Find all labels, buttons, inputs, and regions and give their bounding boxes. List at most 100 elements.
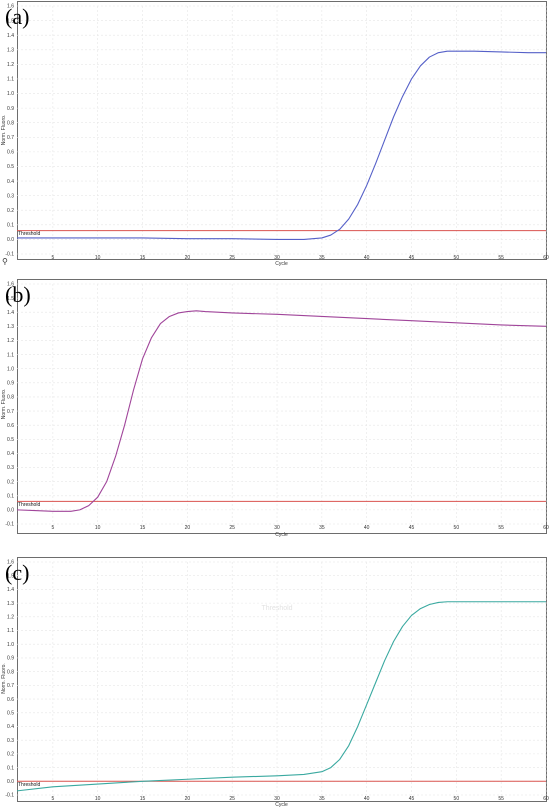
chart-panel-c: -0.1 0.0 0.1 0.2 0.3 0.4 0.5 0.6 0.7 0.8 0.9 1.0 1.1… <box>0 556 550 812</box>
y-tick-label: 0.5 <box>7 710 14 716</box>
y-tick-label: 0.3 <box>7 193 14 199</box>
series-line <box>16 601 546 792</box>
x-tick-label: 40 <box>364 255 370 261</box>
y-tick-label: 1.0 <box>7 91 14 97</box>
chart-svg: -0.1 0.0 0.1 0.2 0.3 0.4 0.5 0.6 0.7 0.8 0.9 1.0 1.1… <box>1 560 549 808</box>
y-tick-label: 1.4 <box>7 310 14 316</box>
y-tick-label: 0.9 <box>7 106 14 112</box>
y-tick-label: 1.0 <box>7 366 14 372</box>
y-tick-label: 0.2 <box>7 208 14 214</box>
y-tick-label: 1.0 <box>7 642 14 648</box>
chart-svg: -0.1 0.0 0.1 0.2 0.3 0.4 0.5 0.6 0.7 0.8 0.9 1.0 1.1… <box>1 282 549 538</box>
x-tick-label: 45 <box>409 525 415 531</box>
y-tick-label: 1.1 <box>7 352 14 358</box>
y-tick-label: 0.2 <box>7 752 14 758</box>
x-tick-label: 50 <box>454 255 460 261</box>
y-axis-title: Norm. Fluoro. <box>1 389 7 420</box>
y-tick-label: -0.1 <box>5 793 14 799</box>
y-tick-label: 0.9 <box>7 656 14 662</box>
y-tick-label: 0.9 <box>7 381 14 387</box>
y-tick-label: 1.2 <box>7 62 14 68</box>
x-tick-label: 20 <box>185 255 191 261</box>
x-tick-label: 20 <box>185 525 191 531</box>
chart-panel-b: -0.1 0.0 0.1 0.2 0.3 0.4 0.5 0.6 0.7 0.8 0.9 1.0 1.1… <box>0 278 550 544</box>
y-tick-label: -0.1 <box>5 522 14 528</box>
panel-letter: (a) <box>5 4 30 29</box>
y-tick-label: 1.1 <box>7 77 14 83</box>
y-tick-label: 0.6 <box>7 697 14 703</box>
y-tick-label: 0.5 <box>7 437 14 443</box>
zoom-icon[interactable]: ⚲ <box>2 257 8 266</box>
y-tick-label: 1.2 <box>7 615 14 621</box>
threshold-label: Threshold <box>18 782 40 788</box>
x-tick-label: 25 <box>229 525 235 531</box>
x-tick-label: 25 <box>229 796 235 802</box>
x-tick-label: 35 <box>319 796 325 802</box>
y-tick-label: 1.5 <box>7 18 14 24</box>
x-tick-label: 40 <box>364 525 370 531</box>
x-tick-label: 35 <box>319 255 325 261</box>
y-axis-title: Norm. Fluoro. <box>1 663 7 694</box>
x-tick-label: 60 <box>543 255 549 261</box>
y-tick-label: 1.5 <box>7 573 14 579</box>
y-tick-label: 0.6 <box>7 423 14 429</box>
y-tick-label: 0.8 <box>7 395 14 401</box>
y-tick-label: 0.0 <box>7 237 14 243</box>
x-axis-title: Cycle <box>275 802 288 808</box>
y-tick-label: 0.0 <box>7 508 14 514</box>
x-tick-label: 45 <box>409 796 415 802</box>
plot-frame <box>17 1 547 260</box>
y-tick-label: 0.2 <box>7 479 14 485</box>
panel-letter: (b) <box>5 282 31 307</box>
y-tick-label: 0.8 <box>7 120 14 126</box>
x-tick-label: 40 <box>364 796 370 802</box>
x-tick-label: 55 <box>498 796 504 802</box>
threshold-label: Threshold <box>18 231 40 237</box>
y-tick-label: 0.6 <box>7 150 14 156</box>
threshold-label: Threshold <box>18 502 40 508</box>
y-tick-label: 0.4 <box>7 179 14 185</box>
x-tick-label: 35 <box>319 525 325 531</box>
x-tick-label: 15 <box>140 796 146 802</box>
plot-frame <box>17 279 547 534</box>
faint-label: Threshold <box>261 605 292 612</box>
y-tick-label: 1.5 <box>7 296 14 302</box>
y-tick-label: -0.1 <box>5 252 14 258</box>
y-tick-label: 1.3 <box>7 324 14 330</box>
x-tick-label: 45 <box>409 255 415 261</box>
y-tick-label: 0.7 <box>7 135 14 141</box>
x-tick-label: 5 <box>51 525 54 531</box>
x-axis-title: Cycle <box>275 532 288 538</box>
y-tick-label: 0.4 <box>7 724 14 730</box>
plot-frame <box>17 557 547 802</box>
y-tick-label: 0.0 <box>7 779 14 785</box>
y-tick-label: 0.1 <box>7 493 14 499</box>
x-tick-label: 10 <box>95 525 101 531</box>
y-tick-label: 1.6 <box>7 282 14 288</box>
y-tick-label: 0.7 <box>7 409 14 415</box>
chart-svg: -0.1 0.0 0.1 0.2 0.3 0.4 0.5 0.6 0.7 0.8 0.9 1.0 1.1… <box>1 4 549 267</box>
x-tick-label: 50 <box>454 525 460 531</box>
x-tick-label: 60 <box>543 796 549 802</box>
x-tick-label: 10 <box>95 255 101 261</box>
y-tick-label: 0.3 <box>7 738 14 744</box>
y-tick-label: 1.3 <box>7 47 14 53</box>
x-tick-label: 15 <box>140 525 146 531</box>
x-tick-label: 15 <box>140 255 146 261</box>
y-tick-label: 0.1 <box>7 765 14 771</box>
y-tick-label: 1.4 <box>7 33 14 39</box>
panel-letter: (c) <box>5 560 30 585</box>
x-tick-label: 5 <box>51 796 54 802</box>
y-tick-label: 1.6 <box>7 4 14 10</box>
x-tick-label: 55 <box>498 525 504 531</box>
y-tick-label: 0.4 <box>7 451 14 457</box>
y-tick-label: 1.3 <box>7 601 14 607</box>
chart-panel-a: -0.1 0.0 0.1 0.2 0.3 0.4 0.5 0.6 0.7 0.8 0.9 1.0 1.1… <box>0 0 550 270</box>
x-tick-label: 5 <box>51 255 54 261</box>
x-tick-label: 55 <box>498 255 504 261</box>
y-tick-label: 1.4 <box>7 587 14 593</box>
y-tick-label: 0.5 <box>7 164 14 170</box>
x-tick-label: 20 <box>185 796 191 802</box>
y-tick-label: 1.6 <box>7 560 14 566</box>
x-tick-label: 10 <box>95 796 101 802</box>
